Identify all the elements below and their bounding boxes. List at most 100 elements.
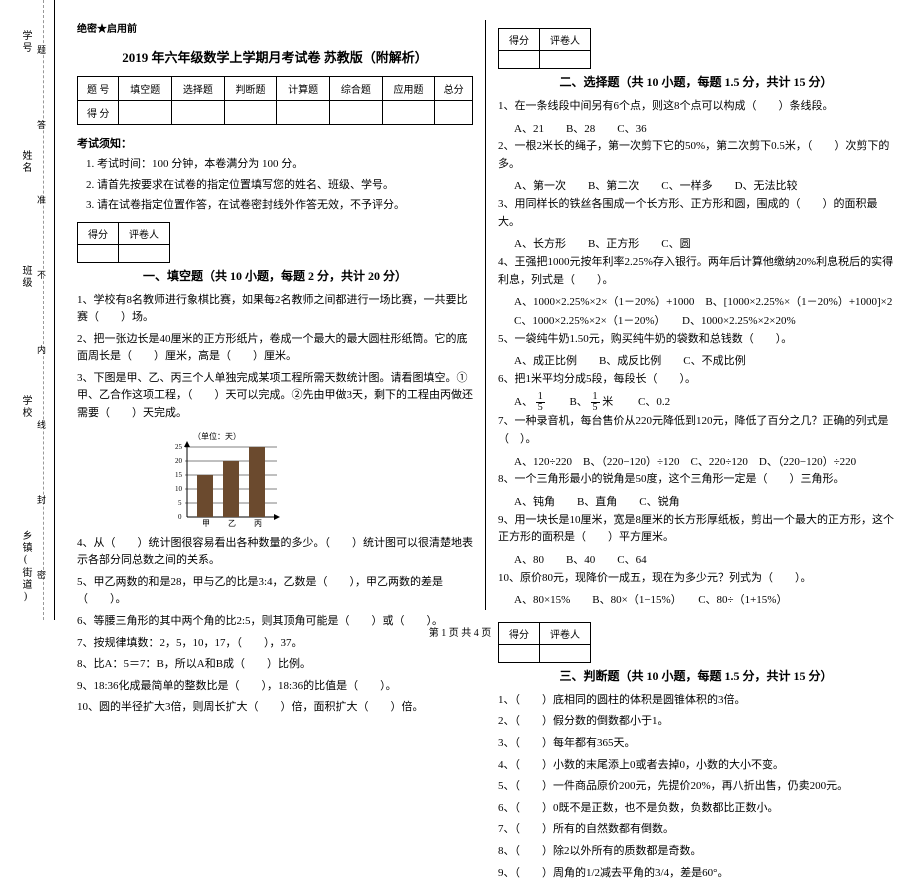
svg-text:5: 5 [178, 499, 182, 507]
sc [119, 244, 170, 262]
q1-5: 5、甲乙两数的和是28，甲与乙的比是3:4，乙数是（ ），甲乙两数的差是（ ）。 [77, 574, 473, 609]
q2-7-opts: A、120÷220 B、（220−120）÷120 C、220÷120 D、（2… [498, 453, 894, 472]
q2-5: 5、一袋纯牛奶1.50元，购买纯牛奶的袋数和总钱数（ ）。 [498, 331, 894, 349]
q2-6: 6、把1米平均分成5段，每段长（ ）。 [498, 371, 894, 389]
sc [540, 51, 591, 69]
svg-text:20: 20 [175, 457, 183, 465]
seal-char: 封 [35, 495, 48, 507]
svg-text:15: 15 [175, 471, 183, 479]
q3-8: 8、（ ）除2以外所有的质数都是奇数。 [498, 843, 894, 861]
q2-5-opts: A、成正比例 B、成反比例 C、不成比例 [498, 352, 894, 371]
td [330, 101, 383, 125]
td [382, 101, 435, 125]
svg-text:甲: 甲 [202, 519, 210, 528]
x-labels: 甲乙丙 [202, 519, 262, 528]
svg-text:乙: 乙 [228, 519, 236, 528]
q2-2: 2、一根2米长的绳子，第一次剪下它的50%，第二次剪下0.5米，（ ）次剪下的多… [498, 138, 894, 173]
q1-4: 4、从（ ）统计图很容易看出各种数量的多少。（ ）统计图可以很清楚地表示各部分同… [77, 535, 473, 570]
q2-1-opts: A、21 B、28 C、36 [498, 120, 894, 139]
exam-title: 2019 年六年级数学上学期月考试卷 苏教版（附解析） [77, 47, 473, 66]
q3-7: 7、（ ）所有的自然数都有倒数。 [498, 821, 894, 839]
sc [499, 51, 540, 69]
score-table: 题 号 填空题 选择题 判断题 计算题 综合题 应用题 总分 得 分 [77, 76, 473, 125]
section-score-box: 得分评卷人 [77, 222, 170, 263]
seal-char: 答 [35, 120, 48, 132]
q3-3: 3、（ ）每年都有365天。 [498, 735, 894, 753]
q3-6: 6、（ ）0既不是正数，也不是负数，负数都比正数小。 [498, 800, 894, 818]
q2-3: 3、用同样长的铁丝各围成一个长方形、正方形和圆，围成的（ ）的面积最大。 [498, 196, 894, 231]
th: 选择题 [172, 77, 225, 101]
notice-item: 请首先按要求在试卷的指定位置填写您的姓名、班级、学号。 [97, 177, 473, 194]
dash-line [43, 0, 44, 620]
q2-9: 9、用一块长是10厘米，宽是8厘米的长方形厚纸板，剪出一个最大的正方形，这个正方… [498, 512, 894, 547]
opt-b-unit: 米 [602, 397, 613, 409]
q2-10: 10、原价80元，现降价一成五，现在为多少元？列式为（ ）。 [498, 570, 894, 588]
q3-9: 9、（ ）周角的1/2减去平角的3/4，差是60°。 [498, 865, 894, 882]
notice-item: 请在试卷指定位置作答，在试卷密封线外作答无效，不予评分。 [97, 197, 473, 214]
section1-title: 一、填空题（共 10 小题，每题 2 分，共计 20 分） [77, 267, 473, 284]
margin-label: 姓名 [18, 150, 33, 174]
q1-1: 1、学校有8名教师进行象棋比赛，如果每2名教师之间都进行一场比赛，一共要比赛（ … [77, 292, 473, 327]
notice-heading: 考试须知： [77, 135, 473, 151]
seal-char: 不 [35, 270, 48, 282]
sc: 得分 [499, 29, 540, 51]
sc [540, 644, 591, 662]
q2-10-opts: A、80×15% B、80×（1−15%） C、80÷（1+15%） [498, 591, 894, 610]
sc [499, 644, 540, 662]
q2-6-opts: A、 15 B、 15 米 C、0.2 [498, 392, 894, 413]
margin-label: 班级 [18, 265, 33, 289]
th: 应用题 [382, 77, 435, 101]
q1-6: 6、等腰三角形的其中两个角的比2:5，则其顶角可能是（ ）或（ ）。 [77, 613, 473, 631]
th: 填空题 [119, 77, 172, 101]
sc [78, 244, 119, 262]
secret-label: 绝密★启用前 [77, 20, 473, 35]
th: 题 号 [78, 77, 119, 101]
th: 总分 [435, 77, 473, 101]
chart-title: （单位：天） [193, 431, 241, 441]
q2-1: 1、在一条线段中间另有6个点，则这8个点可以构成（ ）条线段。 [498, 98, 894, 116]
section-score-box: 得分评卷人 [498, 622, 591, 663]
sc: 得分 [499, 622, 540, 644]
svg-text:0: 0 [178, 513, 182, 521]
section3-title: 三、判断题（共 10 小题，每题 1.5 分，共计 15 分） [498, 667, 894, 684]
right-column: 得分评卷人 二、选择题（共 10 小题，每题 1.5 分，共计 15 分） 1、… [486, 0, 906, 620]
fraction-icon: 15 [536, 392, 545, 413]
th: 判断题 [224, 77, 277, 101]
opt-b-label: B、 [569, 397, 587, 409]
q1-9: 9、18:36化成最简单的整数比是（ ），18:36的比值是（ ）。 [77, 678, 473, 696]
sc: 评卷人 [540, 29, 591, 51]
th: 计算题 [277, 77, 330, 101]
left-column: 绝密★启用前 2019 年六年级数学上学期月考试卷 苏教版（附解析） 题 号 填… [65, 0, 485, 620]
q2-4-opts: A、1000×2.25%×2×（1－20%）+1000 B、[1000×2.25… [498, 293, 894, 330]
margin-label: 乡镇(街道) [18, 530, 33, 604]
fraction-icon: 15 [591, 392, 600, 413]
margin-label: 学校 [18, 395, 33, 419]
sc: 评卷人 [540, 622, 591, 644]
bar-bing [249, 447, 265, 517]
q2-8-opts: A、钝角 B、直角 C、锐角 [498, 493, 894, 512]
td: 得 分 [78, 101, 119, 125]
q3-5: 5、（ ）一件商品原价200元，先提价20%，再八折出售，仍卖200元。 [498, 778, 894, 796]
svg-text:丙: 丙 [254, 519, 262, 528]
bar-yi [223, 461, 239, 517]
seal-char: 线 [35, 420, 48, 432]
seal-char: 密 [35, 570, 48, 582]
q2-4: 4、王强把1000元按年利率2.25%存入银行。两年后计算他缴纳20%利息税后的… [498, 254, 894, 289]
td [277, 101, 330, 125]
bar-jia [197, 475, 213, 517]
sc: 评卷人 [119, 222, 170, 244]
section-score-box: 得分评卷人 [498, 28, 591, 69]
q2-2-opts: A、第一次 B、第二次 C、一样多 D、无法比较 [498, 177, 894, 196]
q1-2: 2、把一张边长是40厘米的正方形纸片，卷成一个最大的最大圆柱形纸筒。它的底面周长… [77, 331, 473, 366]
arrow-icon [274, 514, 280, 520]
td [172, 101, 225, 125]
sc: 得分 [78, 222, 119, 244]
th: 综合题 [330, 77, 383, 101]
seal-char: 题 [35, 45, 48, 57]
section2-title: 二、选择题（共 10 小题，每题 1.5 分，共计 15 分） [498, 73, 894, 90]
q3-4: 4、（ ）小数的末尾添上0或者去掉0，小数的大小不变。 [498, 757, 894, 775]
opt-a-label: A、 [514, 397, 533, 409]
q1-10: 10、圆的半径扩大3倍，则周长扩大（ ）倍，面积扩大（ ）倍。 [77, 699, 473, 717]
svg-text:25: 25 [175, 443, 183, 451]
binding-margin: 学号 姓名 班级 学校 乡镇(街道) 题 答 准 不 内 线 封 密 [0, 0, 55, 620]
